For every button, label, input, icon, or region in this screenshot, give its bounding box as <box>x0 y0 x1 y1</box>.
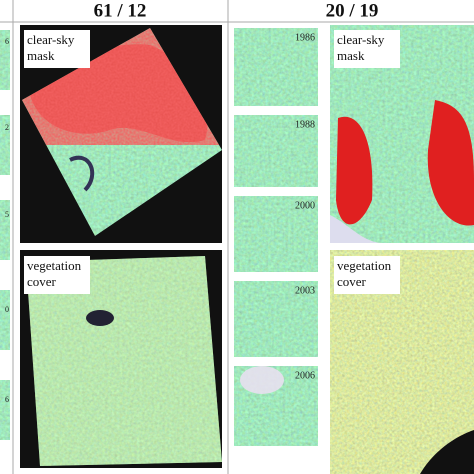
column-title: 61 / 12 <box>94 0 147 21</box>
panel-label: mask <box>337 48 365 63</box>
year-label: 1986 <box>295 32 315 43</box>
column-title: 20 / 19 <box>326 0 379 21</box>
label-box <box>334 256 400 294</box>
panel-label: cover <box>27 274 57 289</box>
label-box <box>24 30 90 68</box>
labels: 61 / 12 20 / 1962506clear-skymaskvegetati… <box>5 0 400 404</box>
strip-label: 6 <box>5 37 9 46</box>
label-box <box>24 256 90 294</box>
panel-label: clear-sky <box>337 32 385 47</box>
panel-label: mask <box>27 48 55 63</box>
thumbnails <box>234 28 318 446</box>
panel-label: clear-sky <box>27 32 75 47</box>
year-label: 2006 <box>295 370 315 381</box>
label-box <box>334 30 400 68</box>
strip-label: 5 <box>5 210 9 219</box>
strip-label: 6 <box>5 395 9 404</box>
year-label: 2000 <box>295 200 315 211</box>
strip-label: 2 <box>5 123 9 132</box>
panel-label: vegetation <box>27 258 82 273</box>
left-strip <box>0 30 10 440</box>
panel-label: cover <box>337 274 367 289</box>
year-label: 1988 <box>295 119 315 130</box>
year-label: 2003 <box>295 285 315 296</box>
panel-label: vegetation <box>337 258 392 273</box>
satellite-image <box>26 256 222 466</box>
strip-label: 0 <box>5 305 9 314</box>
